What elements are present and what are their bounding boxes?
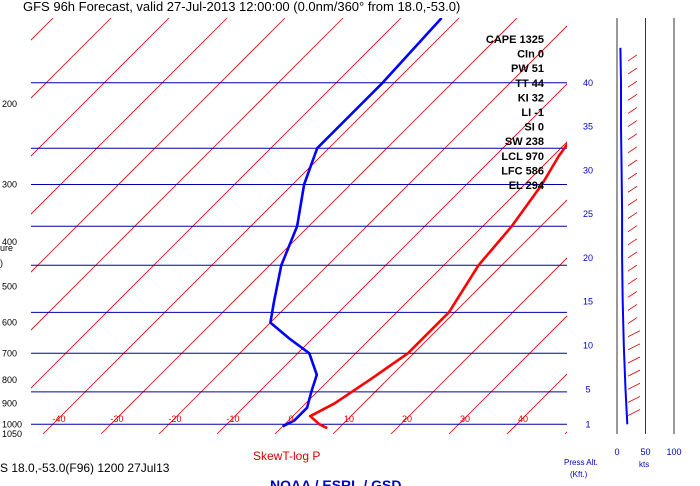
wind-profile <box>619 47 641 425</box>
index-value: TT 44 <box>515 78 545 90</box>
pressure-tick-label: 1050 <box>2 429 22 439</box>
isotherm-line <box>448 315 567 434</box>
pressure-tick-label: 800 <box>2 375 17 385</box>
wind-barb <box>627 159 638 167</box>
altitude-tick-label: 35 <box>583 122 593 132</box>
wind-barb <box>627 120 638 127</box>
index-value: LI -1 <box>521 107 544 119</box>
isotherm-line <box>623 18 700 434</box>
wind_speed-trace <box>619 47 629 425</box>
isotherm-line <box>31 18 228 215</box>
alt-axis-label-1: Press Alt. <box>564 458 598 467</box>
temperature-tick-label: -40 <box>52 414 65 424</box>
pressure-tick-label: 1000 <box>2 419 22 429</box>
altitude-tick-label: 25 <box>583 209 593 219</box>
index-value: LCL 970 <box>501 151 544 163</box>
wind-barb <box>627 67 638 75</box>
temperature-tick-label: -30 <box>110 414 123 424</box>
temperature-tick-label: 0 <box>288 414 293 424</box>
altitude-tick-label: 40 <box>583 78 593 88</box>
temperature-tick-label: -10 <box>226 414 239 424</box>
y-axis-label-fragment: ure <box>0 243 13 253</box>
temperature-tick-label: -20 <box>168 414 181 424</box>
wind-barb <box>627 199 638 206</box>
pressure-tick-label: 300 <box>2 180 17 190</box>
temperature-tick-label: 20 <box>402 414 412 424</box>
wind-axis-label: kts <box>639 460 649 469</box>
index-value: EL 294 <box>509 180 545 192</box>
pressure-tick-label: 400 <box>2 237 17 247</box>
alt-axis-label-2: (Kft.) <box>570 470 588 479</box>
wind-barb <box>627 290 638 298</box>
index-value: LFC 586 <box>501 165 544 177</box>
wind-barb <box>627 304 638 311</box>
altitude-tick-label: 20 <box>583 253 593 263</box>
index-value: KI 32 <box>518 92 544 104</box>
isotherm-line <box>31 18 170 157</box>
index-value: PW 51 <box>511 63 544 75</box>
altitude-tick-label: 15 <box>583 297 593 307</box>
wind-tick-label: 50 <box>640 447 650 457</box>
wind-barb <box>627 343 641 351</box>
altitude-tick-label: 30 <box>583 165 593 175</box>
sounding-traces <box>269 18 567 430</box>
wind-barb <box>627 330 641 338</box>
altitude-tick-label: 1 <box>585 419 590 429</box>
dewpoint-trace <box>269 18 443 428</box>
footer-org: NOAA / ESRL / GSD <box>270 477 401 486</box>
isotherm-line <box>31 18 112 99</box>
wind-barb <box>627 369 641 377</box>
wind-barb <box>627 264 638 272</box>
pressure-tick-label: 600 <box>2 318 17 328</box>
y-axis-label-paren: ) <box>0 258 3 268</box>
wind-barb <box>627 382 641 390</box>
wind-tick-label: 0 <box>614 447 619 457</box>
wind-tick-label: 100 <box>666 447 681 457</box>
wind-barb <box>627 107 638 114</box>
footer-station: S 18.0,-53.0(F96) 1200 27Jul13 <box>0 461 170 475</box>
altitude-tick-label: 10 <box>583 340 593 350</box>
wind-barb <box>627 146 638 154</box>
wind-barb <box>627 54 638 62</box>
temperature-tick-label: 30 <box>460 414 470 424</box>
wind-barb <box>627 409 641 416</box>
wind-barb <box>627 80 638 88</box>
wind-barb <box>627 277 638 285</box>
temperature-tick-label: 40 <box>518 414 528 424</box>
index-value: CIn 0 <box>517 49 544 61</box>
wind-barb <box>627 172 638 180</box>
wind-barb <box>627 212 638 219</box>
footer-skewt-label: SkewT-log P <box>253 449 320 463</box>
pressure-tick-label: 200 <box>2 99 17 109</box>
pressure-tick-label: 900 <box>2 398 17 408</box>
pressure-tick-label: 700 <box>2 348 17 358</box>
wind-barb <box>627 133 638 141</box>
temperature-trace <box>308 142 567 430</box>
wind-barb <box>627 185 638 193</box>
isobar-lines <box>31 82 567 425</box>
wind-barb <box>627 317 638 324</box>
pressure-tick-label: 500 <box>2 281 17 291</box>
wind-barb <box>627 238 638 246</box>
wind-barb <box>627 93 638 101</box>
index-value: CAPE 1325 <box>486 34 544 46</box>
altitude-tick-label: 5 <box>585 384 590 394</box>
chart-title: GFS 96h Forecast, valid 27-Jul-2013 12:0… <box>23 0 460 14</box>
wind-barb <box>627 251 638 259</box>
stability-indices: CAPE 1325 CIn 0 PW 51 TT 44 KI 32 LI -1 SI 0 SW… <box>486 34 545 192</box>
index-value: SW 238 <box>505 136 544 148</box>
wind-barb <box>627 396 641 403</box>
temperature-tick-label: 10 <box>344 414 354 424</box>
index-value: SI 0 <box>524 122 544 134</box>
wind-barb <box>627 225 638 232</box>
isotherm-line <box>390 257 567 434</box>
wind-barb <box>627 356 641 364</box>
